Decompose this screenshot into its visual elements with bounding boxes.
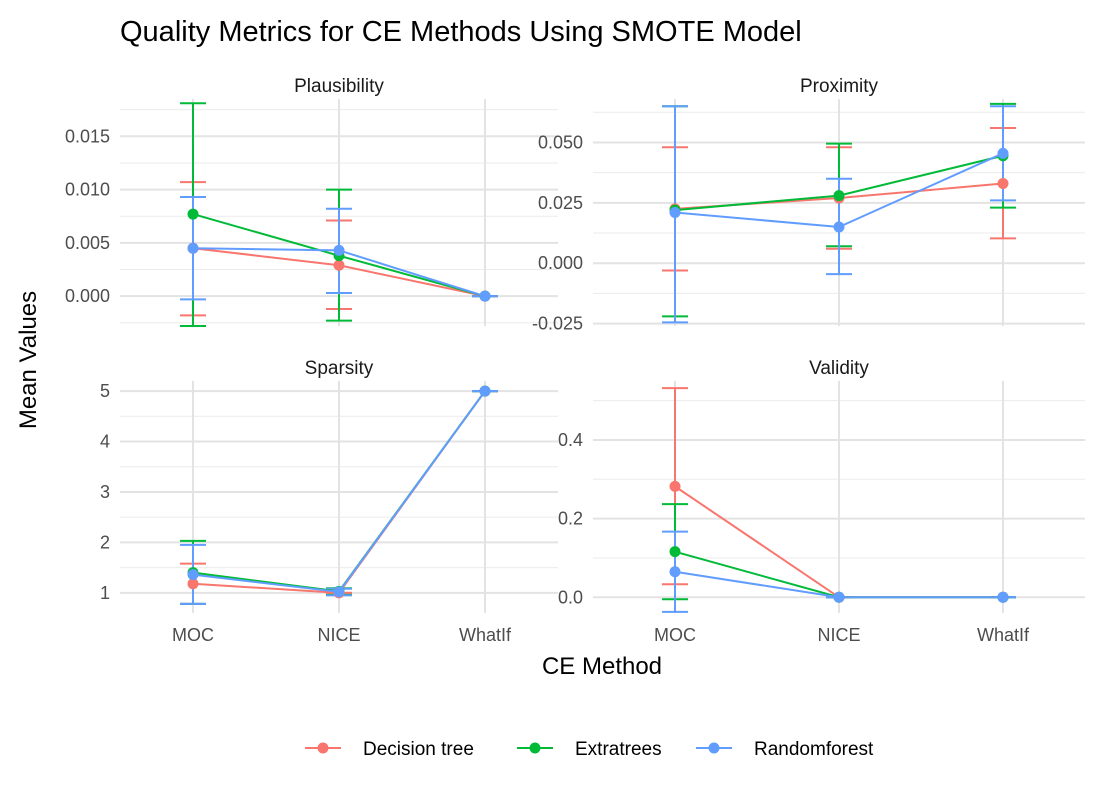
y-tick-label: 0.2 <box>558 509 583 529</box>
y-tick-label: 0.000 <box>65 286 110 306</box>
x-axis-title: CE Method <box>542 653 662 680</box>
data-point-randomforest <box>997 591 1009 603</box>
y-tick-label: -0.025 <box>532 314 583 334</box>
y-tick-label: 0.015 <box>65 126 110 146</box>
panel-title: Sparsity <box>305 358 374 379</box>
data-point-randomforest <box>833 221 845 233</box>
data-point-decision-tree <box>997 178 1009 190</box>
data-point-randomforest <box>333 586 345 598</box>
legend-label: Decision tree <box>363 739 474 760</box>
y-tick-label: 2 <box>100 532 110 552</box>
y-tick-label: 4 <box>100 432 110 452</box>
legend-item-decision-tree: Decision tree <box>305 739 474 760</box>
legend-label: Extratrees <box>575 739 662 760</box>
data-point-extratrees <box>669 546 681 558</box>
x-tick-label: NICE <box>817 625 860 645</box>
legend-item-randomforest: Randomforest <box>696 739 874 760</box>
legend-marker <box>317 742 329 754</box>
x-tick-label: WhatIf <box>977 625 1030 645</box>
y-tick-label: 0.025 <box>538 193 583 213</box>
panel-title: Proximity <box>800 76 879 97</box>
data-point-randomforest <box>479 290 491 302</box>
x-tick-label: WhatIf <box>459 625 512 645</box>
panel-sparsity: 1 2 3 4 5 Sparsity MOC NICE WhatIf <box>100 358 558 645</box>
data-point-randomforest <box>669 566 681 578</box>
data-point-randomforest <box>187 242 199 254</box>
y-tick-label: 1 <box>100 583 110 603</box>
data-point-randomforest <box>333 244 345 256</box>
panel-title: Plausibility <box>294 76 384 97</box>
y-tick-label: 0.0 <box>558 587 583 607</box>
facet-panels: 0.0000.0050.0100.015Plausibility-0.0250.… <box>65 76 1085 645</box>
legend: Decision tree Extratrees Randomforest <box>305 739 874 760</box>
data-point-randomforest <box>997 147 1009 159</box>
legend-marker <box>708 742 720 754</box>
y-tick-label: 5 <box>100 381 110 401</box>
legend-label: Randomforest <box>754 739 874 760</box>
legend-marker <box>529 742 541 754</box>
data-point-decision-tree <box>669 480 681 492</box>
data-point-extratrees <box>833 190 845 202</box>
y-tick-label: 0.4 <box>558 430 583 450</box>
chart-title: Quality Metrics for CE Methods Using SMO… <box>120 16 802 48</box>
y-tick-label: 0.005 <box>65 233 110 253</box>
legend-item-extratrees: Extratrees <box>517 739 662 760</box>
x-tick-label: MOC <box>172 625 214 645</box>
data-point-randomforest <box>187 569 199 581</box>
panel-validity: 0.0 0.2 0.4 Validity MOC NICE WhatIf <box>558 358 1085 645</box>
panel-plausibility: 0.000 0.005 0.010 0.015 Plausibility <box>65 76 558 327</box>
y-tick-label: 0.000 <box>538 253 583 273</box>
y-tick-label: 0.010 <box>65 180 110 200</box>
panel-proximity: -0.025 0.000 0.025 0.050 Proximity <box>532 76 1085 334</box>
data-point-randomforest <box>833 591 845 603</box>
y-tick-label: 3 <box>100 482 110 502</box>
data-point-extratrees <box>187 208 199 220</box>
data-point-decision-tree <box>187 578 199 590</box>
panel-title: Validity <box>809 358 869 379</box>
data-point-decision-tree <box>333 259 345 271</box>
x-tick-label: MOC <box>654 625 696 645</box>
x-tick-label: NICE <box>317 625 360 645</box>
y-tick-label: 0.050 <box>538 132 583 152</box>
y-axis-title: Mean Values <box>15 291 42 429</box>
data-point-randomforest <box>479 385 491 397</box>
data-point-randomforest <box>669 207 681 218</box>
